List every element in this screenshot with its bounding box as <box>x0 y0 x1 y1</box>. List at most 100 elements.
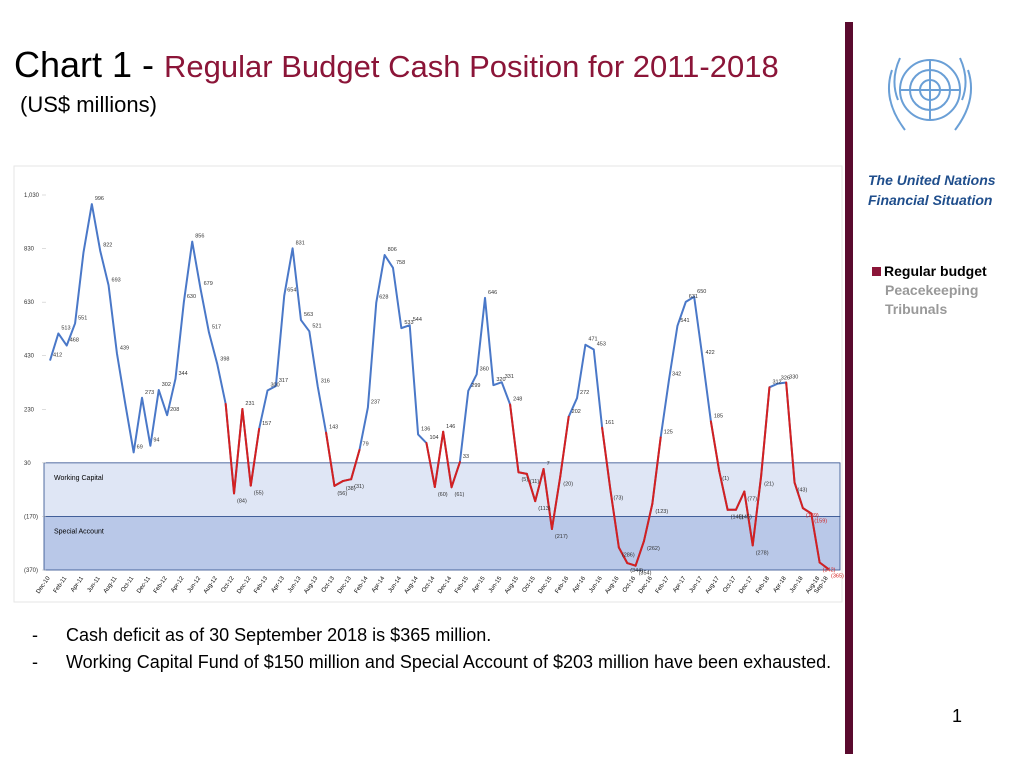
deficit-segment <box>609 489 620 549</box>
data-label: (61) <box>455 492 465 498</box>
data-label: 831 <box>296 240 305 246</box>
data-label: 758 <box>396 260 405 266</box>
data-label: (145) <box>731 515 744 521</box>
nav-item[interactable]: Peacekeeping <box>885 282 979 298</box>
y-tick-label: (370) <box>24 568 38 574</box>
data-label: 822 <box>103 243 112 249</box>
deficit-segment <box>626 562 637 567</box>
data-label: 125 <box>664 429 673 435</box>
data-label: 631 <box>689 294 698 300</box>
data-label: (31) <box>354 484 364 490</box>
data-label: 650 <box>697 289 706 295</box>
data-label: 806 <box>388 247 397 253</box>
data-label: 521 <box>312 323 321 329</box>
data-label: 273 <box>145 390 154 396</box>
title-text: Regular Budget Cash Position for 2011-20… <box>164 49 779 84</box>
deficit-segment <box>743 490 754 547</box>
deficit-segment <box>634 540 645 567</box>
page-number: 1 <box>952 706 963 726</box>
deficit-segment <box>224 402 236 495</box>
deficit-segment <box>751 475 763 547</box>
data-label: 104 <box>429 435 438 441</box>
data-label: 312 <box>772 379 781 385</box>
data-label: 299 <box>471 383 480 389</box>
bullets: - Cash deficit as of 30 September 2018 is… <box>32 622 842 676</box>
data-label: 996 <box>95 196 104 202</box>
data-label: 33 <box>463 454 469 460</box>
deficit-segment <box>785 381 796 484</box>
y-tick-label: 630 <box>24 300 35 306</box>
data-label: 248 <box>513 396 522 402</box>
bullet: - Working Capital Fund of $150 million an… <box>32 649 842 676</box>
deficit-segment <box>617 546 629 565</box>
deficit-segment <box>241 408 252 487</box>
data-label: 646 <box>488 290 497 296</box>
deficit-segment <box>718 470 729 511</box>
bullet-text: Cash deficit as of 30 September 2018 is … <box>66 625 492 645</box>
data-label: 563 <box>304 312 313 318</box>
nav-label: Regular budget <box>884 263 987 279</box>
data-label: 202 <box>572 409 581 415</box>
deficit-segment <box>534 468 545 503</box>
data-label: 317 <box>279 378 288 384</box>
data-label: 231 <box>245 401 254 407</box>
data-label: 679 <box>204 281 213 287</box>
data-label: 157 <box>262 421 271 427</box>
data-label: 69 <box>137 444 143 450</box>
deficit-segment <box>325 431 336 487</box>
data-label: 79 <box>363 442 369 448</box>
bullet-text: Working Capital Fund of $150 million and… <box>66 652 832 672</box>
nav-item[interactable]: Tribunals <box>885 301 948 317</box>
data-label: (43) <box>798 487 808 493</box>
divider <box>845 22 853 754</box>
data-label: 326 <box>781 376 790 382</box>
data-label: (262) <box>647 546 660 552</box>
data-label: 146 <box>446 424 455 430</box>
deficit-segment <box>642 502 654 543</box>
data-label: (73) <box>613 495 623 501</box>
deficit-segment <box>601 426 612 492</box>
data-label: 342 <box>672 371 681 377</box>
data-label: (56) <box>337 491 347 497</box>
data-label: 471 <box>588 337 597 343</box>
data-label: 161 <box>605 420 614 426</box>
data-label: (286) <box>622 553 635 559</box>
data-label: (123) <box>655 509 668 515</box>
data-label: (139) <box>806 513 819 519</box>
nav-item[interactable]: Regular budget <box>872 262 987 281</box>
deficit-segment <box>559 415 570 478</box>
data-label: 439 <box>120 345 129 351</box>
data-label: 513 <box>61 325 70 331</box>
band <box>43 516 841 571</box>
data-label: (113) <box>538 506 551 512</box>
deficit-segment <box>760 386 771 478</box>
data-label: 398 <box>220 356 229 362</box>
data-label: (159) <box>814 518 827 524</box>
nav: Regular budget Peacekeeping Tribunals <box>872 262 987 319</box>
data-label: (11) <box>530 479 540 485</box>
data-label: 693 <box>112 277 121 283</box>
data-label: (38) <box>346 486 356 492</box>
bullet: - Cash deficit as of 30 September 2018 is… <box>32 622 842 649</box>
data-label: (60) <box>438 492 448 498</box>
data-label: 856 <box>195 234 204 240</box>
deficit-segment <box>450 461 461 489</box>
data-label: 208 <box>170 407 179 413</box>
subtitle: (US$ millions) <box>20 92 157 117</box>
band-label: Special Account <box>54 528 104 535</box>
y-tick-label: 230 <box>24 407 35 413</box>
data-label: (55) <box>254 491 264 497</box>
data-label: (278) <box>756 550 769 556</box>
deficit-segment <box>233 408 244 495</box>
deficit-segment <box>734 490 746 511</box>
data-label: 330 <box>789 375 798 381</box>
chart: Working Capital Special Account 1,030 830 63… <box>13 165 844 603</box>
deficit-segment <box>550 475 562 531</box>
data-label: 412 <box>53 353 62 359</box>
deficit-segment <box>341 478 353 483</box>
deficit-segment <box>793 481 804 510</box>
data-label: 630 <box>187 294 196 300</box>
deficit-segment <box>801 507 813 515</box>
deficit-segment <box>810 512 821 564</box>
data-label: (342) <box>823 568 836 574</box>
